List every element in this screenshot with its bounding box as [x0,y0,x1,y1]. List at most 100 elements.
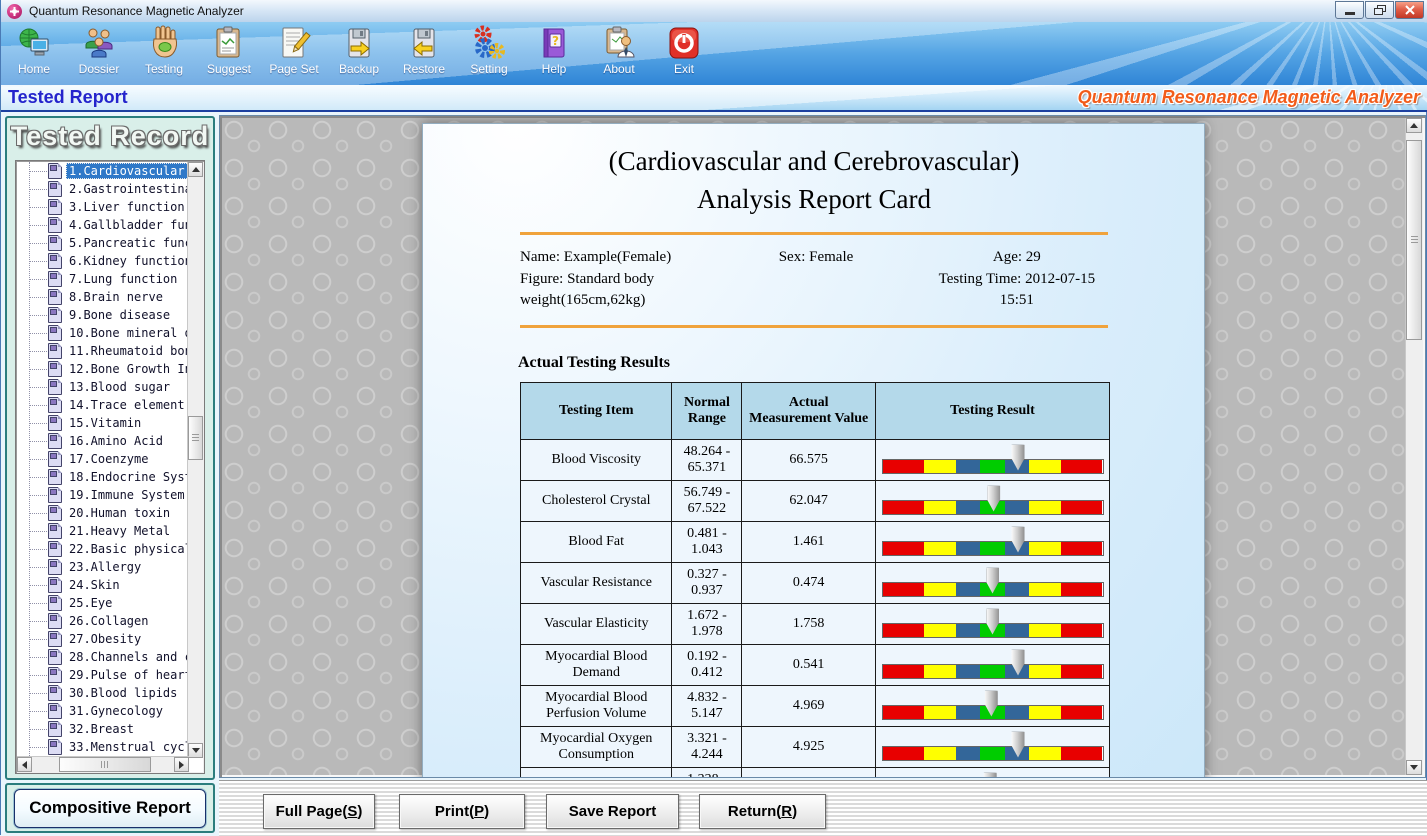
record-list-item[interactable]: 24.Skin [16,576,188,594]
toolbar-about-label: About [603,62,635,76]
report-scroll-down-button[interactable] [1406,760,1422,775]
record-list-item[interactable]: 5.Pancreatic functio [16,234,188,252]
tree-connector [29,494,47,496]
toolbar-suggest-label: Suggest [206,62,252,76]
record-list-item[interactable]: 32.Breast [16,720,188,738]
scroll-right-button[interactable] [174,757,189,772]
print-button[interactable]: Print(P) [399,794,525,829]
setting-icon [474,25,505,59]
record-list-item[interactable]: 28.Channels and coll [16,648,188,666]
save-report-button[interactable]: Save Report [546,794,679,829]
record-list-item[interactable]: 23.Allergy [16,558,188,576]
record-list-item[interactable]: 19.Immune System [16,486,188,504]
record-list-item[interactable]: 31.Gynecology [16,702,188,720]
bar-segment-severe-high [1061,582,1103,596]
record-list-item[interactable]: 15.Vitamin [16,414,188,432]
sidebar-panel: Tested Record 1.Cardiovascular and 2.Gas… [5,116,215,780]
record-list-item[interactable]: 9.Bone disease [16,306,188,324]
tree-connector [29,638,47,640]
record-list-item[interactable]: 16.Amino Acid [16,432,188,450]
toolbar-backup-button[interactable]: Backup [328,22,390,82]
record-list-item[interactable]: 26.Collagen [16,612,188,630]
sidebar-vertical-scrollbar[interactable] [187,162,203,758]
testing-item-cell: Vascular Resistance [519,562,673,604]
table-row: Blood Viscosity 48.264 - 65.371 66.575 [519,439,1110,481]
toolbar-testing-button[interactable]: Testing [133,22,195,82]
measurement-value-cell: 1.758 [741,603,876,645]
record-list-item[interactable]: 8.Brain nerve [16,288,188,306]
full-page-button[interactable]: Full Page(S) [263,794,375,829]
toolbar-exit-button[interactable]: Exit [653,22,715,82]
record-list-item[interactable]: 1.Cardiovascular and [16,162,188,180]
record-list-item[interactable]: 7.Lung function [16,270,188,288]
record-list-item[interactable]: 14.Trace element [16,396,188,414]
bar-segment-moderate-low [923,623,957,637]
minimize-button[interactable] [1335,1,1364,19]
scroll-left-button[interactable] [17,757,32,772]
record-list-item[interactable]: 2.Gastrointestinal f [16,180,188,198]
toolbar-pageset-button[interactable]: Page Set [263,22,325,82]
record-list-item[interactable]: 22.Basic physical qu [16,540,188,558]
tree-connector [29,386,47,388]
scroll-down-button[interactable] [188,743,203,758]
record-list-item[interactable]: 25.Eye [16,594,188,612]
result-marker-arrow-icon [986,608,999,635]
toolbar-help-button[interactable]: ? Help [523,22,585,82]
bar-segment-severe-high [1061,746,1103,760]
record-list-item[interactable]: 17.Coenzyme [16,450,188,468]
document-icon [48,739,62,755]
horizontal-scroll-thumb[interactable] [59,757,151,772]
report-vertical-scrollbar[interactable] [1405,118,1423,775]
divider-line-top [520,232,1108,235]
record-label: 25.Eye [69,596,113,610]
bar-segment-severe-low [882,541,924,555]
toolbar-restore-button[interactable]: Restore [393,22,455,82]
record-list-item[interactable]: 21.Heavy Metal [16,522,188,540]
testing-result-cell [875,685,1110,727]
record-list-item[interactable]: 27.Obesity [16,630,188,648]
record-label: 9.Bone disease [69,308,171,322]
report-scroll-up-button[interactable] [1406,118,1422,133]
document-icon [48,361,62,377]
toolbar-setting-button[interactable]: Setting [458,22,520,82]
result-marker-arrow-icon [987,485,1001,512]
record-list-item[interactable]: 13.Blood sugar [16,378,188,396]
record-list-item[interactable]: 29.Pulse of heart an [16,666,188,684]
record-list-item[interactable]: 20.Human toxin [16,504,188,522]
record-list-item[interactable]: 11.Rheumatoid bone d [16,342,188,360]
compositive-report-button[interactable]: Compositive Report [14,788,206,828]
document-icon [48,415,62,431]
sidebar-horizontal-scrollbar[interactable] [17,756,189,772]
bar-segment-mild-high [1004,582,1029,596]
testing-result-cell [875,521,1110,563]
record-list-item[interactable]: 4.Gallbladder functi [16,216,188,234]
measurement-value-cell: 0.474 [741,562,876,604]
bar-segment-mild-low [956,623,980,637]
record-list-item[interactable]: 33.Menstrual cycle [16,738,188,756]
about-icon [606,26,635,58]
record-list-item[interactable]: 6.Kidney function [16,252,188,270]
toolbar-dossier-label: Dossier [78,62,120,76]
measurement-value-cell: 62.047 [741,480,876,522]
record-list-item[interactable]: 18.Endocrine System [16,468,188,486]
toolbar-about-button[interactable]: About [588,22,650,82]
record-list-item[interactable]: 30.Blood lipids [16,684,188,702]
toolbar-suggest-button[interactable]: Suggest [198,22,260,82]
record-label: 19.Immune System [69,488,185,502]
document-icon [48,703,62,719]
toolbar-dossier-button[interactable]: Dossier [68,22,130,82]
scroll-up-button[interactable] [188,162,203,177]
record-list-item[interactable]: 3.Liver function [16,198,188,216]
bar-segment-moderate-high [1028,582,1062,596]
vertical-scroll-thumb[interactable] [188,416,203,460]
close-button[interactable] [1395,1,1424,19]
record-list-item[interactable]: 12.Bone Growth Index [16,360,188,378]
document-icon [48,613,62,629]
report-scroll-thumb[interactable] [1406,140,1422,340]
titlebar: Quantum Resonance Magnetic Analyzer [1,0,1427,23]
record-list-item[interactable]: 10.Bone mineral dens [16,324,188,342]
toolbar-home-button[interactable]: Home [3,22,65,82]
maximize-button[interactable] [1365,1,1394,19]
return-button[interactable]: Return(R) [699,794,826,829]
bar-segment-severe-low [882,582,924,596]
